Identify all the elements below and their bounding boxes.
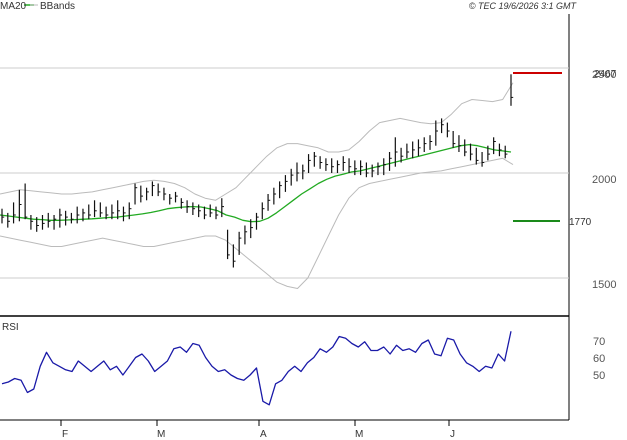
rsi-tick-label: 60 [593, 353, 605, 365]
x-tick-label: A [260, 429, 267, 440]
rsi-title: RSI [2, 322, 19, 333]
bollinger-lower-band [0, 157, 514, 289]
legend-bbands-label: BBands [40, 1, 75, 12]
x-tick-label: F [62, 429, 68, 440]
price-bars [1, 74, 514, 268]
rsi-tick-label: 70 [593, 336, 605, 348]
x-tick-label: M [157, 429, 165, 440]
price-gridlines [0, 67, 569, 279]
legend-ma20-label: MA20 [0, 1, 27, 12]
price-tick-label: 1500 [592, 279, 616, 291]
resistance-level-label: 2467 [594, 69, 617, 80]
ma20-line [0, 143, 512, 223]
support-level-label: 1770 [569, 217, 592, 228]
rsi-tick-label: 50 [593, 370, 605, 382]
x-tick-label: M [355, 429, 363, 440]
bollinger-bands [0, 82, 514, 289]
price-tick-label: 2000 [592, 174, 616, 186]
rsi-line [1, 331, 512, 406]
copyright-text: © TEC 19/6/2026 3:1 GMT [469, 1, 578, 11]
ma20-line [0, 143, 512, 223]
x-tick-label: J [450, 429, 455, 440]
rsi-series-line [1, 331, 512, 406]
price-tick-label: 2500 [592, 69, 616, 81]
bollinger-upper-band [0, 82, 514, 201]
x-axis: F M A M J [60, 420, 455, 440]
